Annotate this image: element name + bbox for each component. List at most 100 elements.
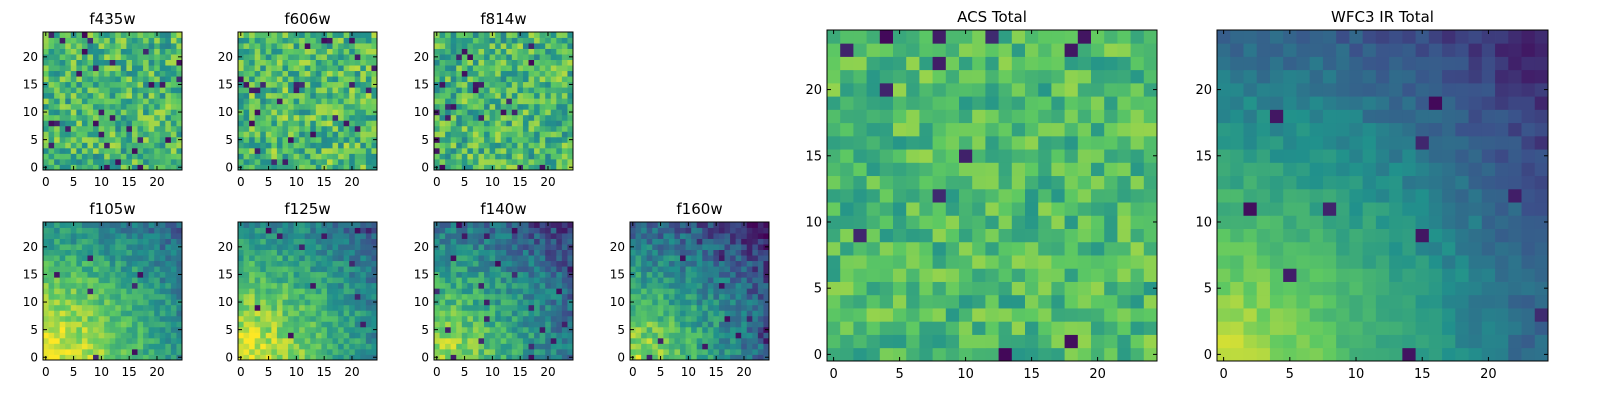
heatmap-cell <box>87 293 94 300</box>
heatmap-cell <box>59 125 66 132</box>
heatmap-cell <box>561 222 568 228</box>
heatmap-cell <box>561 266 568 273</box>
heatmap-cell <box>304 43 311 49</box>
heatmap-cell <box>115 43 122 49</box>
heatmap-cell <box>249 315 256 322</box>
heatmap-cell <box>43 37 49 44</box>
heatmap-cell <box>713 233 720 239</box>
heatmap-cell <box>641 304 648 311</box>
heatmap-cell <box>349 153 356 160</box>
heatmap-cell <box>43 142 49 149</box>
heatmap-cell <box>522 32 529 38</box>
heatmap-cell <box>522 43 529 49</box>
heatmap-cell <box>668 315 675 322</box>
heatmap-cell <box>680 277 686 284</box>
heatmap-cell <box>522 70 529 77</box>
heatmap-cell <box>131 255 138 262</box>
heatmap-cell <box>288 343 294 350</box>
heatmap-cell <box>718 227 725 234</box>
heatmap-cell <box>98 348 105 355</box>
heatmap-cell <box>919 334 933 349</box>
heatmap-cell <box>238 315 244 322</box>
heatmap-cell <box>265 260 272 267</box>
heatmap-cell <box>282 326 289 333</box>
heatmap-cell <box>691 282 698 289</box>
heatmap-cell <box>354 321 361 328</box>
heatmap-cell <box>556 43 563 49</box>
heatmap-cell <box>137 76 144 83</box>
heatmap-cell <box>87 164 94 171</box>
heatmap-cell <box>489 304 496 311</box>
heatmap-cell <box>866 334 881 349</box>
heatmap-cell <box>81 354 88 361</box>
heatmap-cell <box>282 142 289 149</box>
heatmap-cell <box>65 266 72 273</box>
heatmap-cell <box>550 103 557 110</box>
heatmap-cell <box>735 233 742 239</box>
heatmap-cell <box>534 326 541 333</box>
heatmap-cell <box>840 308 854 322</box>
heatmap-cell <box>932 162 947 177</box>
heatmap-cell <box>87 153 94 160</box>
heatmap-cell <box>746 348 753 355</box>
heatmap-cell <box>360 114 367 121</box>
heatmap-cell <box>299 70 306 77</box>
heatmap-cell <box>365 227 372 234</box>
heatmap-cell <box>561 260 568 267</box>
heatmap-cell <box>467 249 474 256</box>
heatmap-cell <box>48 164 55 171</box>
heatmap-cell <box>641 222 648 228</box>
heatmap-cell <box>176 87 183 94</box>
heatmap-cell <box>511 299 518 306</box>
heatmap-cell <box>54 249 61 256</box>
heatmap-cell <box>59 32 66 38</box>
heatmap-cell <box>674 238 681 245</box>
heatmap-cell <box>54 65 61 72</box>
heatmap-cell <box>906 202 920 216</box>
heatmap-cell <box>919 188 933 203</box>
heatmap-cell <box>945 347 960 362</box>
heatmap-cell <box>310 32 317 38</box>
y-tick-label: 20 <box>610 240 625 254</box>
heatmap-cell <box>293 244 300 250</box>
heatmap-cell <box>866 215 881 229</box>
heatmap-cell <box>276 59 283 66</box>
heatmap-cell <box>484 142 490 149</box>
heatmap-cell <box>534 277 541 284</box>
heatmap-cell <box>959 294 973 309</box>
heatmap-cell <box>276 114 283 121</box>
heatmap-cell <box>288 282 294 289</box>
heatmap-cell <box>674 249 681 256</box>
heatmap-cell <box>159 332 166 339</box>
heatmap-cell <box>757 238 764 245</box>
heatmap-cell <box>288 120 294 127</box>
heatmap-cell <box>349 136 356 143</box>
heatmap-cell <box>1117 268 1131 282</box>
heatmap-cell <box>663 348 670 355</box>
heatmap-cell <box>326 310 333 317</box>
heatmap-cell <box>293 136 300 143</box>
heatmap-cell <box>143 158 150 165</box>
heatmap-cell <box>702 271 709 278</box>
heatmap-cell <box>321 76 328 83</box>
heatmap-cell <box>371 120 378 127</box>
heatmap-cell <box>338 32 345 38</box>
heatmap-cell <box>696 277 703 284</box>
heatmap-cell <box>81 131 88 138</box>
heatmap-cell <box>746 304 753 311</box>
heatmap-cell <box>276 310 283 317</box>
heatmap-cell <box>840 215 854 229</box>
heatmap-cell <box>724 348 731 355</box>
heatmap-cell <box>371 315 378 322</box>
heatmap-cell <box>561 227 568 234</box>
heatmap-cell <box>254 299 261 306</box>
heatmap-cell <box>254 348 261 355</box>
heatmap-cell <box>65 337 72 344</box>
heatmap-cell <box>81 32 88 38</box>
heatmap-cell <box>567 37 574 44</box>
heatmap-cell <box>260 293 267 300</box>
heatmap-cell <box>299 87 306 94</box>
heatmap-cell <box>354 249 361 256</box>
heatmap-cell <box>539 131 546 138</box>
heatmap-cell <box>696 326 703 333</box>
